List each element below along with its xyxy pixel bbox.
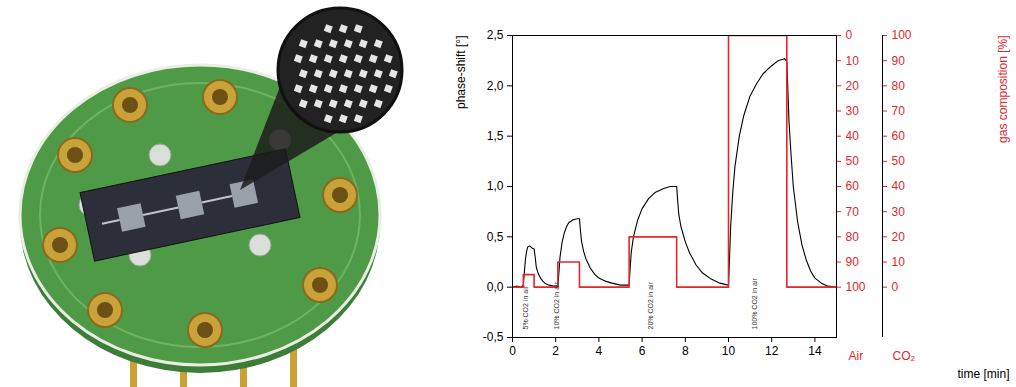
svg-text:4: 4 — [596, 344, 603, 358]
svg-text:50: 50 — [892, 154, 906, 168]
svg-text:10: 10 — [846, 54, 860, 68]
svg-text:1,5: 1,5 — [487, 129, 504, 143]
svg-text:70: 70 — [892, 104, 906, 118]
svg-text:2: 2 — [552, 344, 559, 358]
svg-text:0: 0 — [892, 280, 899, 294]
svg-text:50: 50 — [846, 154, 860, 168]
svg-text:10: 10 — [722, 344, 736, 358]
svg-text:-0,5: -0,5 — [483, 330, 504, 344]
svg-text:60: 60 — [892, 129, 906, 143]
svg-text:80: 80 — [892, 79, 906, 93]
svg-text:0,5: 0,5 — [487, 230, 504, 244]
svg-text:1,0: 1,0 — [487, 179, 504, 193]
svg-text:90: 90 — [846, 255, 860, 269]
svg-text:time [min]: time [min] — [957, 367, 1009, 381]
svg-text:CO₂: CO₂ — [893, 349, 916, 363]
svg-text:30: 30 — [892, 205, 906, 219]
svg-text:10: 10 — [892, 255, 906, 269]
svg-text:20: 20 — [892, 230, 906, 244]
svg-text:70: 70 — [846, 205, 860, 219]
svg-text:100% CO2 in air: 100% CO2 in air — [751, 277, 758, 329]
svg-text:8: 8 — [682, 344, 689, 358]
svg-text:10% CO2 in air: 10% CO2 in air — [553, 281, 560, 329]
svg-text:2,0: 2,0 — [487, 79, 504, 93]
svg-text:14: 14 — [808, 344, 822, 358]
svg-text:0,0: 0,0 — [487, 280, 504, 294]
svg-text:phase-shift [°]: phase-shift [°] — [454, 36, 468, 110]
svg-text:80: 80 — [846, 230, 860, 244]
svg-text:100: 100 — [846, 280, 866, 294]
svg-text:60: 60 — [846, 179, 860, 193]
svg-text:6: 6 — [639, 344, 646, 358]
svg-text:20% CO2 in air: 20% CO2 in air — [647, 281, 654, 329]
svg-text:100: 100 — [892, 28, 912, 42]
svg-text:5% CO2 in air: 5% CO2 in air — [522, 285, 529, 329]
svg-text:gas composition [%]: gas composition [%] — [996, 36, 1010, 143]
svg-text:12: 12 — [765, 344, 779, 358]
svg-text:0: 0 — [509, 344, 516, 358]
svg-text:20: 20 — [846, 79, 860, 93]
svg-text:90: 90 — [892, 54, 906, 68]
svg-text:Air: Air — [849, 349, 864, 363]
svg-text:40: 40 — [892, 179, 906, 193]
svg-text:30: 30 — [846, 104, 860, 118]
svg-text:2,5: 2,5 — [487, 28, 504, 42]
svg-text:0: 0 — [846, 28, 853, 42]
svg-text:40: 40 — [846, 129, 860, 143]
